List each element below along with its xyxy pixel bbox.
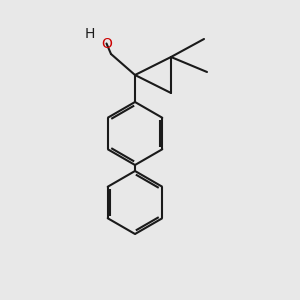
Text: H: H [85,28,95,41]
Text: O: O [101,37,112,50]
